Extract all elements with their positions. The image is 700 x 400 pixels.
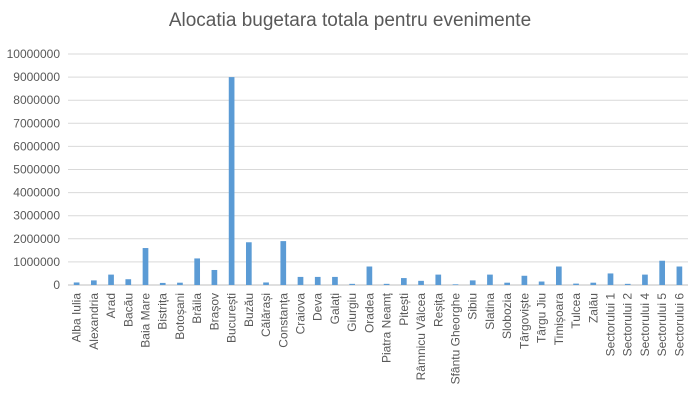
x-tick-label: Piatra Neamț — [380, 292, 394, 363]
bar — [469, 280, 476, 285]
x-tick-label: Alba Iulia — [70, 293, 84, 343]
bar — [624, 283, 631, 285]
y-tick-label: 1000000 — [13, 255, 60, 269]
x-tick-label: Oradea — [362, 293, 376, 333]
bar — [435, 274, 442, 285]
x-tick-label: Târgoviște — [517, 293, 531, 349]
x-tick-label: Deva — [311, 293, 325, 321]
bar — [159, 282, 166, 285]
x-tick-label: Craiova — [294, 293, 308, 335]
x-tick-label: Galați — [328, 293, 342, 324]
bar — [108, 274, 114, 285]
chart-title: Alocatia bugetara totala pentru evenimen… — [168, 10, 532, 31]
x-tick-label: Timișoara — [552, 293, 566, 346]
y-tick-label: 10000000 — [7, 47, 61, 61]
x-tick-label: Bistrița — [156, 293, 170, 330]
bar — [332, 276, 338, 285]
x-tick-label: Sibiu — [466, 293, 480, 320]
x-tick-label: Sectorului 2 — [621, 293, 635, 357]
x-tick-label: Sectorului 5 — [655, 293, 669, 357]
bar — [573, 283, 579, 285]
x-tick-label: Arad — [104, 293, 118, 318]
y-tick-label: 6000000 — [13, 139, 60, 153]
bar — [194, 258, 201, 285]
bar — [211, 269, 218, 285]
bar — [418, 280, 424, 285]
bar — [314, 276, 321, 285]
x-tick-label: Brăila — [190, 293, 204, 324]
x-tick-label: Zalău — [586, 293, 600, 323]
bar — [504, 282, 511, 285]
y-tick-label: 5000000 — [13, 163, 60, 177]
bar — [521, 275, 528, 285]
bar — [538, 281, 545, 285]
bar — [73, 282, 80, 285]
x-tick-label: Călărași — [259, 293, 273, 337]
x-tick-label: Târgu Jiu — [535, 293, 549, 343]
x-tick-label: Buzău — [242, 293, 256, 327]
y-tick-label: 8000000 — [13, 93, 60, 107]
x-tick-label: Baia Mare — [139, 293, 153, 348]
bar — [590, 282, 597, 285]
y-tick-label: 7000000 — [13, 116, 60, 130]
y-tick-label: 2000000 — [13, 232, 60, 246]
bar — [555, 266, 562, 285]
x-tick-label: Bacău — [121, 293, 135, 327]
bar — [263, 282, 269, 285]
x-tick-label: Giurgiu — [345, 293, 359, 332]
bar — [452, 284, 459, 285]
bar — [125, 279, 132, 285]
y-tick-label: 3000000 — [13, 209, 60, 223]
bar — [245, 242, 252, 285]
y-tick-label: 9000000 — [13, 70, 60, 84]
x-tick-label: Constanța — [276, 293, 290, 348]
bar — [90, 280, 97, 285]
x-tick-label: Sectorului 4 — [638, 293, 652, 357]
bar — [366, 266, 373, 285]
bar — [400, 278, 407, 285]
x-tick-label: Tulcea — [569, 293, 583, 329]
x-tick-label: Reșița — [431, 293, 445, 327]
x-tick-label: Alexandria — [87, 293, 101, 350]
bar — [280, 241, 287, 285]
x-tick-label: Botoșani — [173, 293, 187, 340]
bar — [177, 282, 183, 285]
y-tick-label: 4000000 — [13, 186, 60, 200]
bar — [487, 274, 493, 285]
x-tick-label: Râmnicu Vâlcea — [414, 293, 428, 381]
bar — [383, 283, 390, 285]
x-tick-label: Sfântu Gheorghe — [449, 293, 463, 385]
x-tick-label: Slatina — [483, 293, 497, 330]
x-tick-label: Sectorului 1 — [604, 293, 618, 357]
bar — [659, 260, 666, 285]
y-tick-label: 0 — [53, 278, 60, 292]
x-tick-label: Brașov — [207, 293, 221, 330]
bar — [142, 248, 149, 285]
x-tick-label: Sectorului 6 — [672, 293, 686, 357]
bar — [349, 283, 356, 285]
bar — [297, 276, 304, 285]
bar — [676, 266, 683, 285]
bar — [642, 274, 648, 285]
x-tick-label: București — [225, 293, 239, 343]
bar — [607, 273, 614, 285]
x-tick-label: Pitești — [397, 293, 411, 326]
x-tick-label: Slobozia — [500, 293, 514, 339]
bar — [228, 77, 235, 285]
